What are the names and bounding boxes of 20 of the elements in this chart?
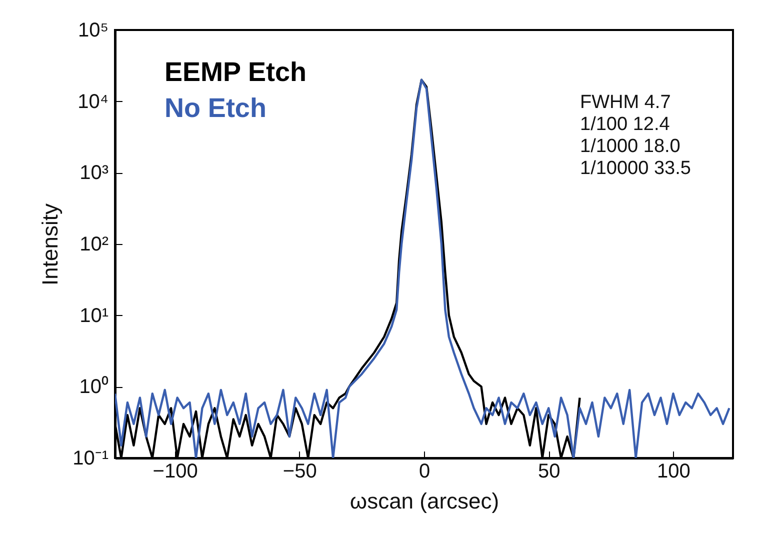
y-tick-label: 10³ (80, 162, 109, 184)
y-tick-label: 10⁴ (78, 90, 108, 113)
annotation: 1/100 12.4 (580, 114, 670, 135)
text: No Etch (164, 92, 266, 123)
y-tick-label: 10⁵ (78, 20, 108, 42)
annotation: FWHM 4.7 (580, 92, 671, 113)
x-tick-label: 100 (657, 460, 690, 482)
y-tick-label: 10² (80, 234, 109, 256)
annotation: 1/10000 33.5 (580, 158, 691, 179)
annotation: 1/1000 18.0 (580, 136, 680, 157)
text: EEMP Etch (164, 56, 306, 87)
x-tick-label: 0 (418, 460, 430, 482)
y-tick-label: 10¹ (80, 304, 109, 327)
y-tick-label: 10⁻¹ (72, 448, 109, 470)
x-tick-label: −100 (152, 460, 198, 482)
x-axis-title: ωscan (arcsec) (350, 488, 500, 514)
y-axis-title: Intensity (38, 204, 63, 286)
x-tick-label: 50 (538, 460, 560, 482)
y-tick-label: 10⁰ (79, 375, 108, 398)
x-tick-label: −50 (282, 460, 317, 482)
